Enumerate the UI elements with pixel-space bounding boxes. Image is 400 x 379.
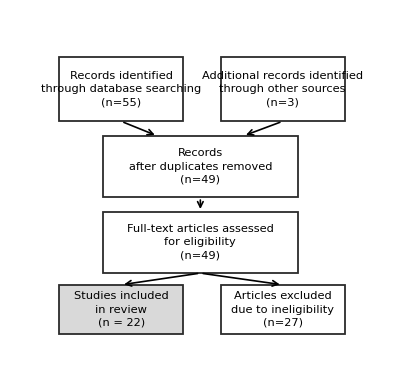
FancyBboxPatch shape <box>59 285 183 334</box>
Text: Records identified
through database searching
(n=55): Records identified through database sear… <box>41 71 202 108</box>
Text: Additional records identified
through other sources
(n=3): Additional records identified through ot… <box>202 71 363 108</box>
FancyBboxPatch shape <box>220 57 344 121</box>
FancyBboxPatch shape <box>103 136 298 197</box>
FancyBboxPatch shape <box>59 57 183 121</box>
Text: Records
after duplicates removed
(n=49): Records after duplicates removed (n=49) <box>129 149 272 185</box>
Text: Studies included
in review
(n = 22): Studies included in review (n = 22) <box>74 291 169 328</box>
FancyBboxPatch shape <box>220 285 344 334</box>
FancyBboxPatch shape <box>103 212 298 273</box>
Text: Full-text articles assessed
for eligibility
(n=49): Full-text articles assessed for eligibil… <box>127 224 274 261</box>
Text: Articles excluded
due to ineligibility
(n=27): Articles excluded due to ineligibility (… <box>231 291 334 328</box>
